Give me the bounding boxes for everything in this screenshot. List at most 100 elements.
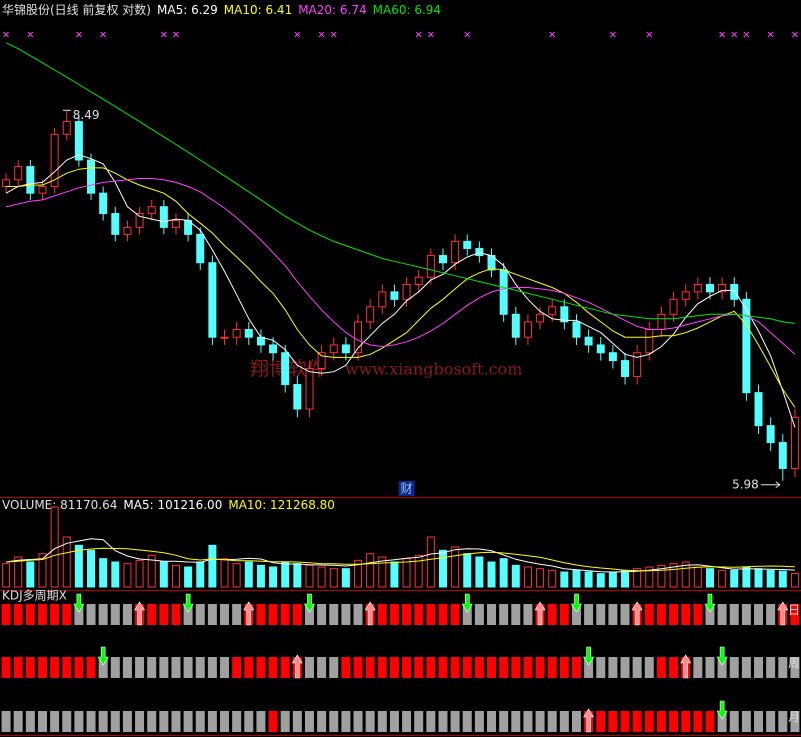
state-bar	[644, 604, 654, 625]
candle-body	[511, 313, 520, 338]
min-label: 5.98	[732, 477, 759, 491]
volume-bar	[159, 561, 168, 588]
state-bar	[438, 711, 448, 732]
event-label: 财	[401, 482, 413, 496]
state-bar	[474, 657, 484, 678]
signal-arrow	[583, 708, 595, 733]
state-bar	[778, 711, 788, 732]
signal-arrow	[570, 593, 583, 613]
state-bar	[280, 711, 290, 732]
state-bar	[426, 657, 436, 678]
state-bar	[656, 711, 666, 732]
state-bar	[499, 711, 509, 732]
state-bar	[74, 657, 84, 678]
state-bar	[341, 711, 351, 732]
state-bar	[110, 604, 120, 625]
signal-stroke	[160, 31, 167, 38]
candle-body	[693, 284, 702, 293]
state-bar	[304, 711, 314, 732]
state-bar	[402, 711, 412, 732]
state-bar	[207, 711, 217, 732]
state-bar	[438, 604, 448, 625]
signal-arrow	[716, 646, 728, 666]
state-bar	[280, 657, 290, 678]
state-bar	[644, 711, 654, 732]
volume-bar	[232, 563, 241, 588]
state-bar	[608, 604, 618, 625]
volume-bar	[681, 561, 690, 588]
signal-stroke	[743, 31, 750, 38]
signal-stroke	[610, 31, 616, 38]
state-bar	[317, 711, 327, 732]
state-bar	[292, 604, 302, 625]
volume-bar	[621, 569, 630, 588]
volume-bar	[341, 568, 350, 588]
candle-body	[390, 291, 399, 300]
candle-body	[742, 298, 751, 394]
state-bar	[766, 604, 776, 625]
state-bar	[790, 604, 800, 625]
volume-bar	[414, 554, 423, 588]
header: VOLUME: 81170.64 MA5: 101216.00 MA10: 1212…	[2, 498, 335, 512]
volume-bar	[523, 566, 532, 588]
volume-bar	[74, 544, 83, 588]
candle-body	[463, 240, 472, 249]
volume-bar	[244, 561, 253, 588]
state-bar	[584, 604, 594, 625]
candle-body	[14, 166, 23, 181]
state-bar	[681, 711, 691, 732]
state-bar	[147, 711, 157, 732]
signal-stroke	[415, 31, 422, 38]
signal-arrow	[291, 654, 303, 679]
state-bar	[766, 657, 776, 678]
state-bar	[195, 711, 205, 732]
header-part: :	[183, 3, 191, 17]
candle-body	[317, 352, 326, 370]
header-part: MA60	[373, 3, 407, 17]
signal-mark	[3, 31, 9, 38]
candle-body	[329, 344, 338, 354]
state-bar	[693, 657, 703, 678]
state-bar	[195, 604, 205, 625]
state-bar	[232, 604, 242, 625]
volume-bar	[511, 564, 520, 588]
signal-stroke	[427, 31, 434, 38]
state-bar	[232, 657, 242, 678]
signal-stroke	[3, 31, 9, 38]
state-bar	[741, 711, 751, 732]
signal-mark	[27, 31, 34, 38]
volume-bar	[499, 558, 508, 588]
volume-bar	[293, 563, 302, 588]
signal-mark	[330, 31, 337, 38]
candle-body	[62, 121, 71, 135]
state-bar	[50, 711, 60, 732]
volume-bar	[730, 569, 739, 588]
row-label: 月	[788, 710, 800, 724]
volume-bar	[123, 563, 132, 588]
row-label: 周	[788, 656, 800, 670]
state-bar	[365, 657, 375, 678]
state-bar	[365, 711, 375, 732]
state-bar	[98, 604, 108, 625]
candle-body	[244, 329, 253, 338]
signal-mark	[610, 31, 616, 38]
candle-body	[778, 442, 787, 469]
volume-bar	[111, 561, 120, 588]
signal-stroke	[318, 31, 325, 38]
header-part: 6.41	[265, 3, 292, 17]
state-bar	[729, 604, 739, 625]
state-bar	[535, 657, 545, 678]
signal-stroke	[646, 31, 653, 38]
volume-bar	[329, 568, 338, 588]
state-bar	[778, 657, 788, 678]
state-bar	[195, 657, 205, 678]
state-bar	[620, 657, 630, 678]
state-bar	[523, 604, 533, 625]
state-bar	[25, 711, 35, 732]
candle-body	[74, 121, 83, 161]
state-bar	[159, 604, 169, 625]
volume-bar	[778, 570, 787, 588]
state-bar	[559, 657, 569, 678]
signal-arrow	[583, 646, 595, 666]
